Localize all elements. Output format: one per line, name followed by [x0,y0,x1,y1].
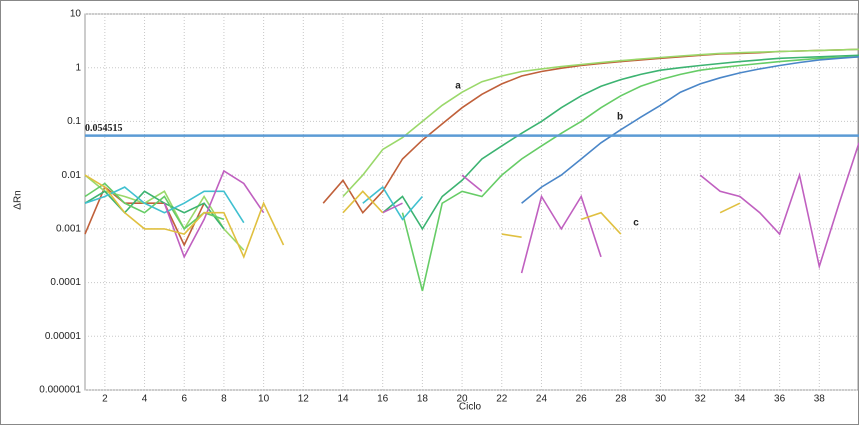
x-tick-label: 26 [576,394,588,405]
series-line [163,169,265,259]
x-tick-label: 30 [655,394,667,405]
x-tick-label: 6 [181,394,187,405]
y-tick-label: 0.00001 [45,331,82,342]
x-tick-label: 38 [814,394,826,405]
x-tick-label: 16 [377,394,389,405]
series-line [382,202,403,214]
series-line [699,142,859,270]
series-line [342,190,384,214]
annotation: b [617,112,623,123]
x-tick-label: 22 [496,394,508,405]
series-line [501,233,522,238]
y-tick-label: 0.000001 [39,385,81,396]
x-tick-label: 18 [417,394,429,405]
x-tick-label: 14 [337,394,349,405]
y-tick-label: 0.0001 [50,277,81,288]
y-tick-label: 1 [75,62,81,73]
series-line [521,56,859,204]
series-line [84,186,245,224]
y-tick-label: 10 [70,9,82,20]
x-tick-label: 28 [615,394,627,405]
series-line [342,48,859,198]
plot-area [84,13,859,391]
x-tick-label: 36 [774,394,786,405]
series-line [382,54,859,231]
x-axis-label: Ciclo [459,402,482,413]
x-tick-label: 32 [695,394,707,405]
x-tick-label: 20 [457,394,469,405]
x-tick-label: 10 [258,394,270,405]
x-tick-label: 4 [142,394,148,405]
y-axis-label: ΔRn [13,190,24,209]
x-tick-label: 8 [221,394,227,405]
annotation: a [455,81,461,92]
y-tick-label: 0.1 [67,116,81,127]
x-tick-label: 12 [298,394,310,405]
threshold-label: 0.054515 [85,123,123,134]
y-tick-label: 0.001 [56,223,81,234]
series-line [461,174,483,192]
annotation: c [633,218,639,229]
series-line [580,211,622,235]
x-tick-label: 34 [734,394,746,405]
x-tick-label: 2 [102,394,108,405]
series-line [401,56,859,292]
x-tick-label: 24 [536,394,548,405]
series-line [362,185,424,221]
series-line [719,202,741,214]
series-line [84,174,285,260]
y-tick-label: 0.01 [62,170,82,181]
